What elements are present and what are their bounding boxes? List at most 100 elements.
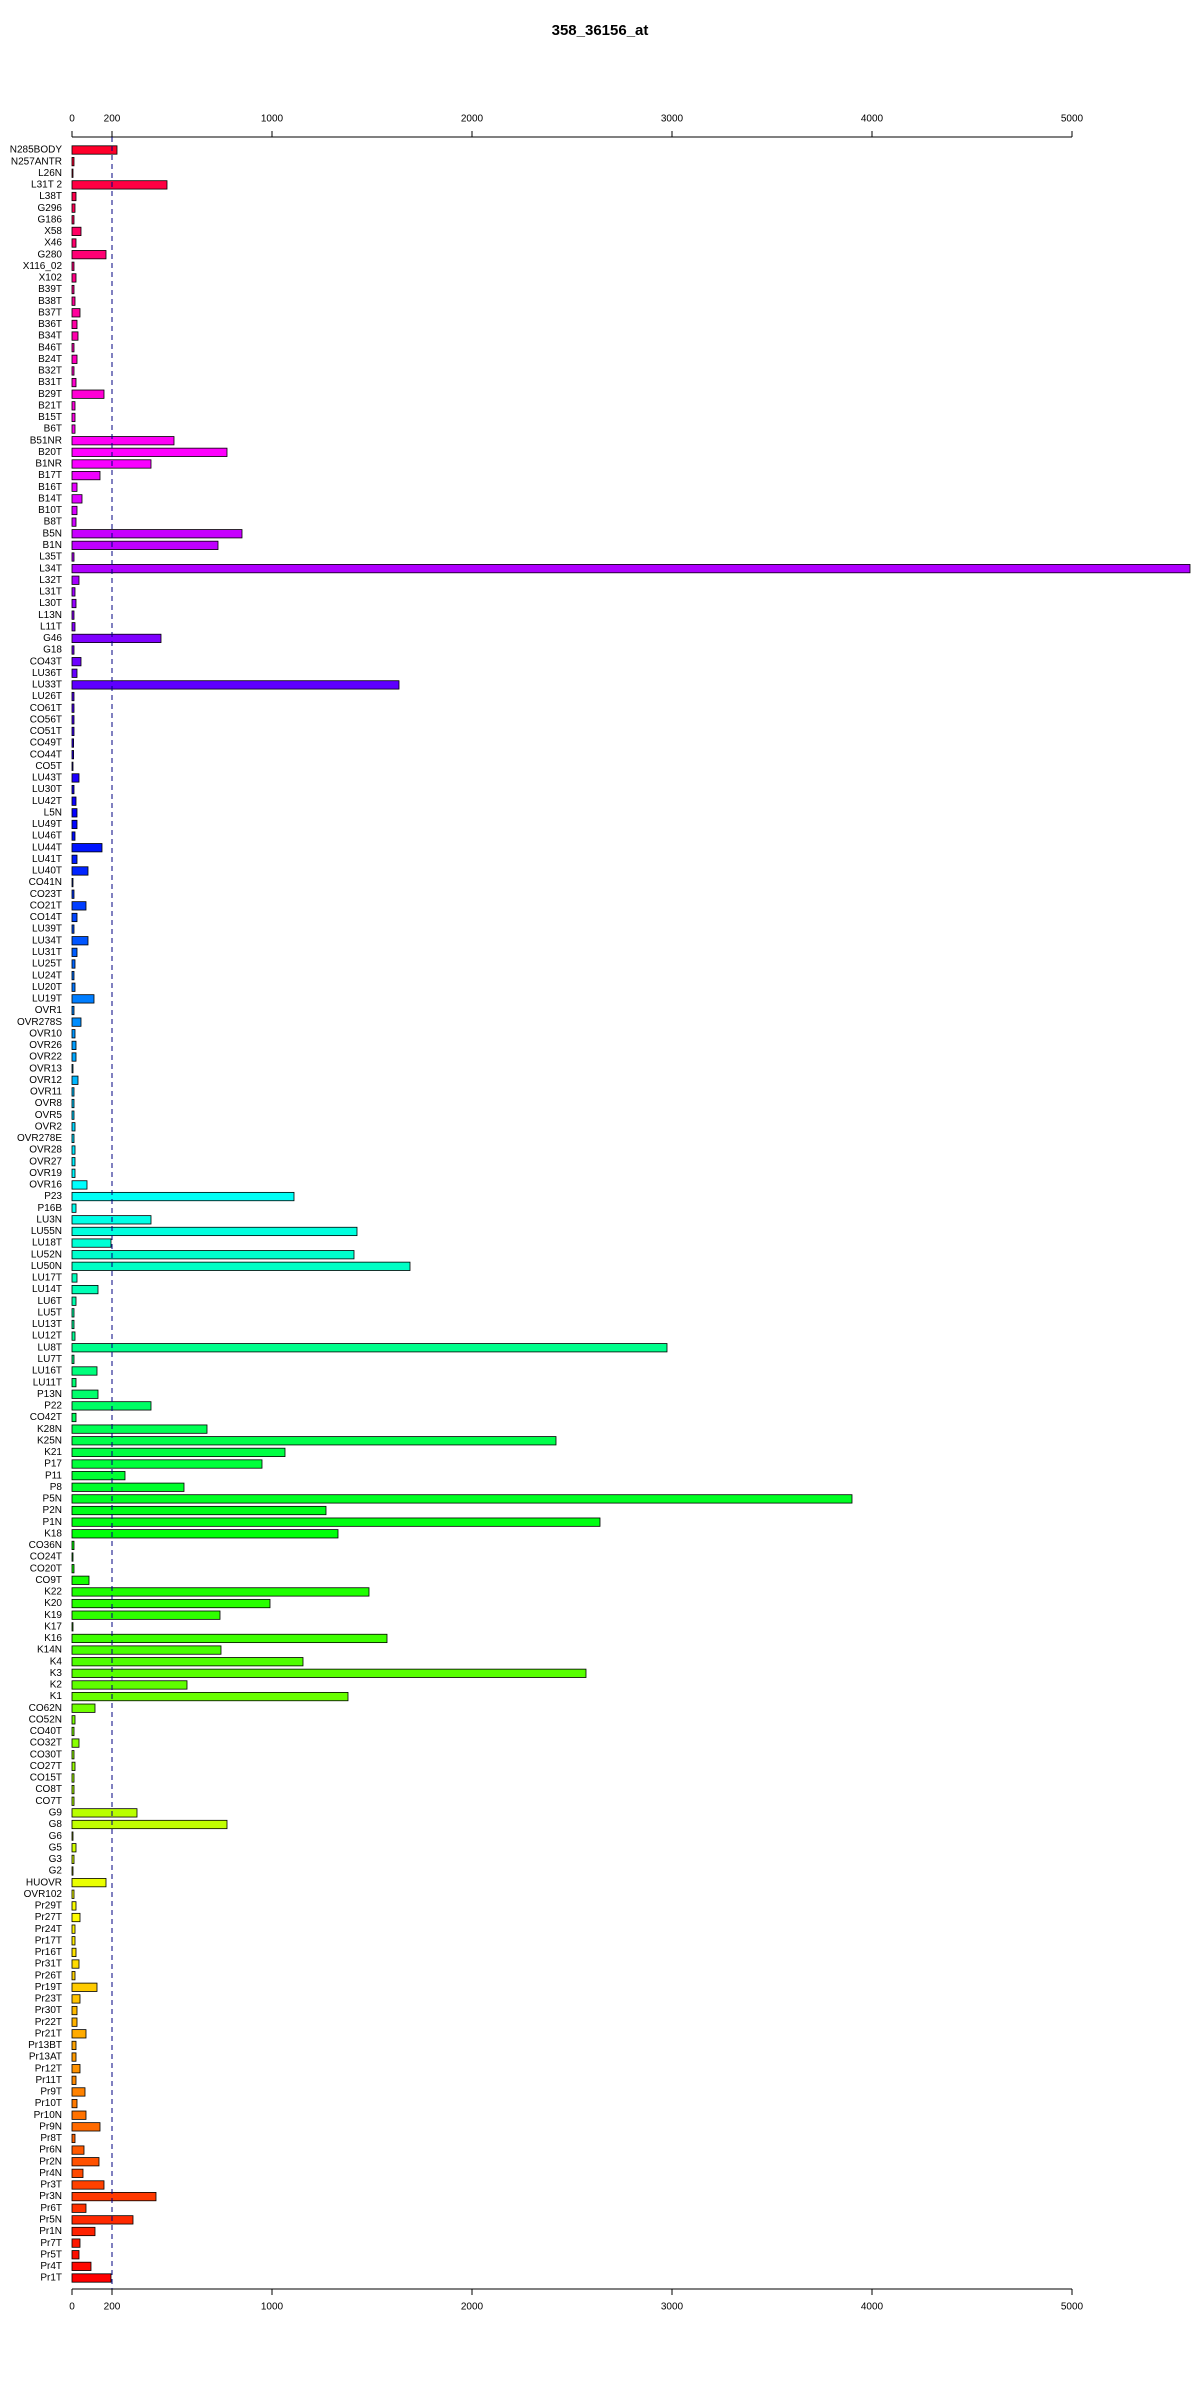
bar: [71, 622, 76, 632]
y-tick-label: OVR278E: [17, 1133, 62, 1144]
y-tick-label: K1: [50, 1691, 63, 1702]
y-tick-label: Pr5N: [39, 2214, 62, 2225]
bar: [71, 2040, 77, 2051]
bar: [71, 796, 77, 806]
bar: [71, 750, 74, 760]
y-tick-label: CO21T: [30, 900, 62, 911]
y-tick-label: OVR19: [29, 1168, 62, 1179]
y-tick-label: CO27T: [30, 1761, 62, 1772]
y-tick-label: LU17T: [32, 1273, 62, 1284]
x-tick-label: 200: [104, 2302, 121, 2313]
y-tick-label: B37T: [38, 307, 62, 318]
bar: [71, 354, 78, 364]
bar: [71, 1098, 75, 1109]
bar: [71, 1924, 76, 1934]
bar: [71, 1540, 75, 1550]
bar: [71, 889, 75, 899]
bar: [71, 1691, 349, 1702]
bar: [71, 203, 76, 213]
bar: [71, 1575, 90, 1585]
y-tick-label: LU42T: [32, 796, 62, 807]
y-tick-label: LU33T: [32, 680, 62, 691]
y-tick-label: G9: [49, 1808, 63, 1819]
y-tick-label: G3: [49, 1854, 63, 1865]
bar: [71, 878, 74, 888]
y-tick-label: Pr1N: [39, 2226, 62, 2237]
bar: [71, 1947, 77, 1957]
y-tick-label: B5N: [43, 528, 62, 539]
bar: [71, 1901, 77, 1911]
y-tick-label: Pr21T: [35, 2028, 62, 2039]
bar: [71, 1250, 355, 1260]
y-tick-label: LU13T: [32, 1319, 62, 1330]
x-tick-label: 1000: [261, 2302, 284, 2313]
y-tick-label: X46: [44, 238, 62, 249]
y-tick-label: CO62N: [29, 1703, 62, 1714]
bar: [71, 738, 74, 748]
y-tick-label: OVR278S: [17, 1017, 62, 1028]
y-tick-label: OVR16: [29, 1180, 62, 1191]
x-tick-label: 3000: [661, 2302, 684, 2313]
y-tick-label: CO44T: [30, 749, 62, 760]
y-tick-label: Pr9N: [39, 2121, 62, 2132]
bar: [71, 1936, 76, 1946]
bar: [71, 1075, 79, 1085]
bar: [71, 1843, 77, 1853]
bar: [71, 180, 168, 190]
y-tick-label: OVR12: [29, 1075, 62, 1086]
bar: [71, 819, 78, 830]
bar: [71, 668, 78, 678]
y-tick-label: K18: [44, 1528, 62, 1539]
y-tick-label: OVR28: [29, 1145, 62, 1156]
y-tick-label: LU18T: [32, 1238, 62, 1249]
bar: [71, 2273, 112, 2283]
bar: [71, 1308, 75, 1318]
bar: [71, 1808, 138, 1818]
bar: [71, 912, 78, 923]
bar: [71, 2226, 96, 2237]
y-tick-label: Pr16T: [35, 1947, 62, 1958]
y-tick-label: CO52N: [29, 1714, 62, 1725]
bar: [71, 1110, 75, 1120]
bar: [71, 1087, 75, 1097]
bar: [71, 1598, 271, 1609]
y-tick-label: L32T: [39, 575, 62, 586]
y-tick-label: OVR8: [35, 1098, 63, 1109]
bar: [71, 1715, 76, 1725]
y-tick-label: LU6T: [38, 1296, 62, 1307]
y-tick-label: OVR10: [29, 1028, 62, 1039]
y-tick-label: Pr19T: [35, 1982, 62, 1993]
bar: [71, 1412, 77, 1423]
bar: [71, 2215, 134, 2225]
bar: [71, 633, 162, 643]
bar: [71, 1238, 112, 1248]
bar: [71, 1261, 411, 1271]
y-tick-label: LU36T: [32, 668, 62, 679]
y-tick-label: G296: [38, 203, 63, 214]
y-tick-label: LU34T: [32, 935, 62, 946]
bar: [71, 1657, 304, 1667]
y-tick-label: P8: [50, 1482, 63, 1493]
bar: [71, 2203, 87, 2213]
y-tick-label: K2: [50, 1680, 63, 1691]
y-tick-label: OVR27: [29, 1156, 62, 1167]
y-tick-label: CO41N: [29, 877, 62, 888]
x-tick-label: 2000: [461, 2302, 484, 2313]
bar: [71, 2122, 101, 2132]
x-tick-label: 200: [104, 114, 121, 125]
y-tick-label: N257ANTR: [11, 156, 62, 167]
y-tick-label: OVR22: [29, 1052, 62, 1063]
y-tick-label: Pr5T: [40, 2249, 62, 2260]
bar: [71, 401, 76, 411]
bar: [71, 2064, 81, 2074]
y-tick-label: L38T: [39, 191, 62, 202]
bar: [71, 1819, 228, 1830]
y-tick-label: LU7T: [38, 1354, 62, 1365]
bar: [71, 145, 118, 155]
y-tick-label: Pr4N: [39, 2168, 62, 2179]
y-tick-label: CO24T: [30, 1552, 62, 1563]
y-tick-label: K22: [44, 1587, 62, 1598]
y-tick-label: Pr31T: [35, 1959, 62, 1970]
y-tick-label: L31T 2: [31, 180, 62, 191]
bar: [71, 2075, 77, 2085]
